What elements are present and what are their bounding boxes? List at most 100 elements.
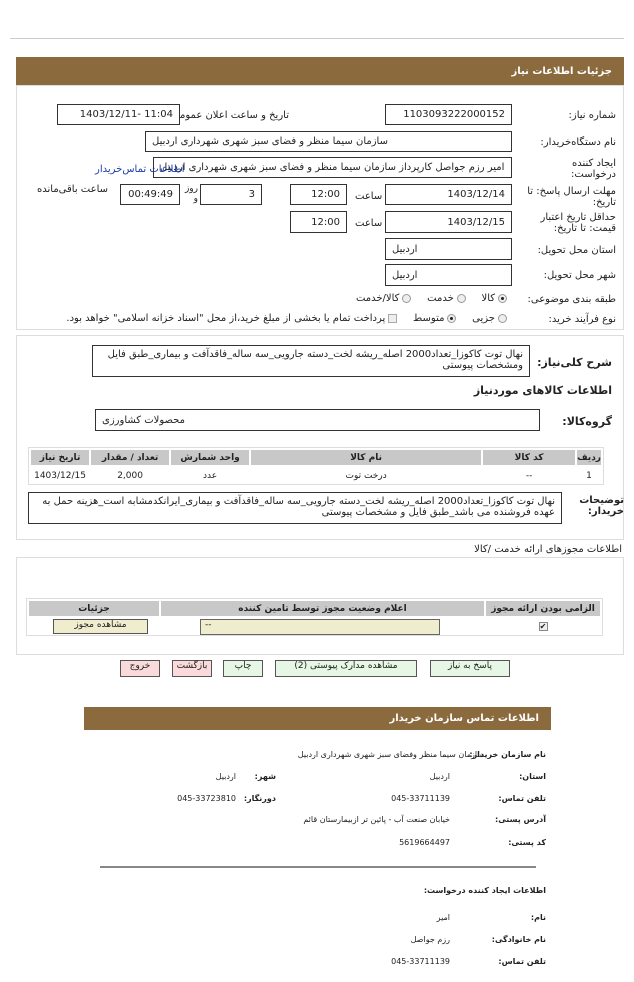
contact-address-label: آدرس پستی: (495, 815, 546, 824)
contact-province: اردبیل (429, 772, 450, 781)
details-title: جزئیات اطلاعات نیاز (511, 65, 612, 77)
buyer-org-field: سازمان سیما منظر و فضای سبز شهری شهرداری… (145, 131, 512, 152)
col-details: جزئیات (27, 599, 161, 618)
creator-field: امیر رزم جواصل کارپرداز سازمان سیما منظر… (153, 157, 512, 178)
col-qty: تعداد / مقدار (89, 448, 172, 467)
contact-header: اطلاعات تماس سازمان خریدار (84, 707, 551, 730)
contact-divider (100, 866, 536, 868)
creator-label: ایجاد کننده درخواست: (571, 158, 616, 180)
col-required: الزامی بودن ارائه مجوز (484, 599, 602, 618)
purchase-radio-medium[interactable] (447, 313, 457, 323)
summary-field: نهال توت کاکوزا_تعداد2000 اصله_ریشه لخت_… (92, 345, 530, 377)
attachments-button[interactable]: مشاهده مدارک پیوستی (2) (275, 660, 417, 677)
print-button[interactable]: چاپ (223, 660, 263, 677)
need-number-field: 1103093222000152 (385, 104, 512, 125)
creator-phone: 045-33711139 (391, 957, 450, 966)
category-radio-both[interactable] (402, 293, 412, 303)
province-label: استان محل تحویل: (537, 245, 616, 256)
category-option-service: خدمت (427, 293, 454, 304)
cell-name: درخت توت (345, 470, 387, 481)
contact-address: خیابان صنعت آب - پائین تر ازبیمارستان قا… (303, 815, 450, 824)
deadline-time-label: ساعت (355, 191, 383, 202)
validity-time-field: 12:00 (290, 211, 347, 233)
details-header: جزئیات اطلاعات نیاز (16, 57, 624, 85)
category-label: طبقه بندی موضوعی: (527, 294, 616, 305)
buyer-contact-link[interactable]: اطلاعات تماس‌خریدار (95, 164, 185, 175)
validity-date-field: 1403/12/15 (385, 211, 512, 233)
contact-fax-label: دورنگار: (243, 794, 276, 803)
col-date: تاریخ نیاز (28, 448, 92, 467)
creator-family: رزم جواصل (410, 935, 450, 944)
days-label: روز و (184, 184, 198, 204)
reply-button[interactable]: پاسخ به نیاز (430, 660, 510, 677)
contact-city-label: شهر: (254, 772, 276, 781)
col-status: اعلام وضعیت مجوز توسط تامین کننده (159, 599, 486, 618)
deadline-time-field: 12:00 (290, 184, 347, 205)
category-option-goods: کالا (481, 293, 495, 304)
category-radio-goods[interactable] (498, 293, 507, 303)
cell-unit: عدد (203, 470, 218, 481)
col-code: کد کالا (481, 448, 578, 467)
cell-status: -- (160, 617, 485, 635)
cell-date: 1403/12/15 (34, 470, 86, 481)
purchase-option-minor: جزیی (472, 313, 495, 324)
top-divider (10, 38, 624, 39)
back-button[interactable]: بازگشت (172, 660, 212, 677)
creator-family-label: نام خانوادگی: (491, 935, 546, 944)
contact-city: اردبیل (215, 772, 236, 781)
col-row: ردیف (575, 448, 603, 467)
table-row: ✔ -- مشاهده مجوز (28, 617, 601, 635)
buyer-notes-field: نهال توت کاکوزا_تعداد2000 اصله_ریشه لخت_… (28, 492, 562, 524)
deadline-label: مهلت ارسال پاسخ: تا تاریخ: (527, 186, 616, 208)
treasury-checkbox[interactable] (388, 313, 398, 323)
creator-name-label: نام: (530, 913, 546, 922)
days-field: 3 (200, 184, 262, 205)
required-checkbox[interactable]: ✔ (538, 621, 548, 631)
license-status-field[interactable]: -- (200, 618, 440, 635)
contact-org-label: نام سازمان خریدار: (469, 750, 546, 759)
view-license-button[interactable]: مشاهده مجوز (53, 619, 148, 634)
category-option-both: کالا/خدمت (355, 293, 400, 304)
announce-label: تاریخ و ساعت اعلان عمومی: (168, 110, 289, 121)
details-panel (16, 85, 624, 330)
contact-phone: 045-33711139 (391, 794, 450, 803)
purchase-option-medium: متوسط (413, 313, 445, 324)
deadline-date-field: 1403/12/14 (385, 184, 512, 205)
contact-postal-label: کد پستی: (508, 838, 546, 847)
exit-button[interactable]: خروج (120, 660, 160, 677)
category-radio-group: کالا خدمت کالا/خدمت (356, 293, 510, 304)
remaining-label: ساعت باقی‌مانده (37, 184, 109, 195)
contact-title: اطلاعات تماس سازمان خریدار (389, 713, 539, 724)
contact-fax: 045-33723810 (177, 794, 236, 803)
summary-label: شرح کلی‌نیاز: (537, 356, 612, 369)
buyer-notes-label: توضیحات خریدار: (579, 495, 624, 517)
category-radio-service[interactable] (456, 293, 466, 303)
province-field: اردبیل (385, 238, 512, 260)
contact-postal: 5619664497 (399, 838, 450, 847)
cell-details: مشاهده مجوز (28, 617, 160, 635)
cell-required: ✔ (485, 617, 601, 635)
table-row: 1 -- درخت توت عدد 2,000 1403/12/15 (30, 466, 602, 484)
col-name: نام کالا (249, 448, 484, 467)
city-field: اردبیل (385, 264, 512, 286)
contact-province-label: استان: (519, 772, 546, 781)
goods-table-header: ردیف کد کالا نام کالا واحد شمارش تعداد /… (28, 448, 603, 467)
validity-time-label: ساعت (355, 218, 383, 229)
goods-title: اطلاعات کالاهای موردنیاز (473, 384, 612, 397)
creator-phone-label: تلفن تماس: (498, 957, 546, 966)
purchase-label: نوع فرآیند خرید: (548, 314, 617, 325)
cell-qty: 2,000 (117, 470, 143, 481)
cell-row: 1 (586, 470, 592, 481)
city-label: شهر محل تحویل: (543, 270, 616, 281)
contact-org: سازمان سیما منظر وفضای سبز شهری شهرداری … (297, 750, 484, 759)
creator-info-title: اطلاعات ایجاد کننده درخواست: (423, 886, 546, 895)
purchase-radio-group: جزیی متوسط پرداخت تمام یا بخشی از مبلغ خ… (66, 313, 510, 324)
purchase-radio-minor[interactable] (498, 313, 507, 323)
remaining-field: 00:49:49 (120, 184, 180, 205)
col-unit: واحد شمارش (169, 448, 252, 467)
goods-table: ردیف کد کالا نام کالا واحد شمارش تعداد /… (28, 447, 604, 485)
buyer-org-label: نام دستگاه‌خریدار: (540, 137, 616, 148)
validity-label: حداقل تاریخ اعتبار قیمت: تا تاریخ: (540, 212, 616, 234)
group-label: گروه‌کالا: (562, 415, 612, 428)
announce-field: 1403/12/11- 11:04 (57, 104, 180, 125)
